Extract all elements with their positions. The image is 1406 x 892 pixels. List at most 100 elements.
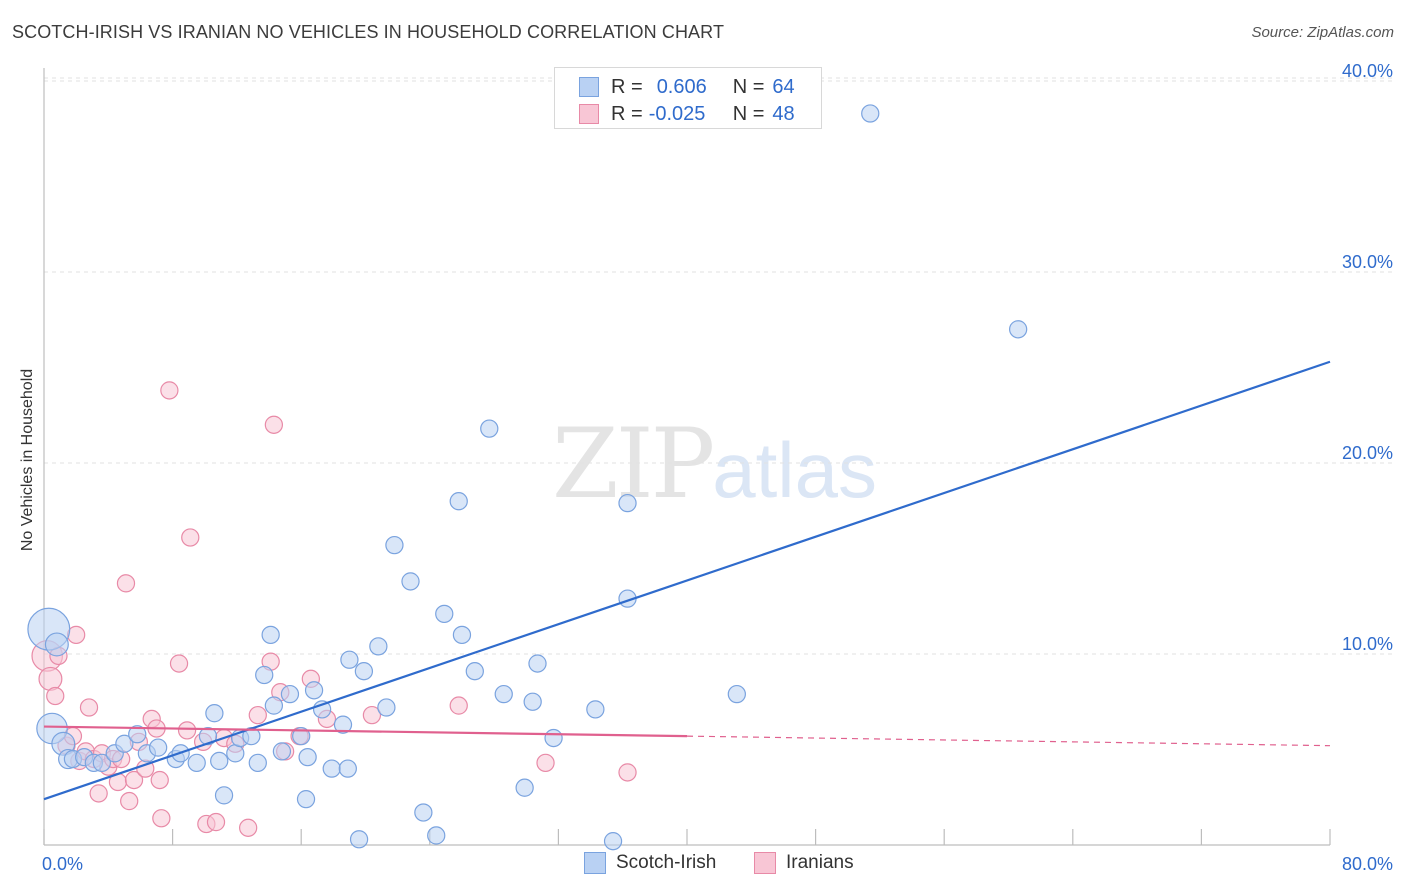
grid-lines (44, 77, 1395, 655)
legend-n-label: N = (732, 102, 765, 125)
scotch-irish-point (264, 696, 284, 715)
legend-n-value: 48 (772, 102, 795, 125)
scotch-irish-point (452, 625, 472, 645)
legend-row-scotch-irish: R = 0.606 N = 64 (579, 75, 795, 99)
scotch-irish-point (523, 692, 542, 711)
iranians-trend-line-dashed (686, 735, 1331, 747)
iranians-point (120, 791, 139, 811)
scotch-irish-point (414, 803, 433, 822)
bottom-legend-label: Scotch-Irish (616, 852, 717, 873)
iranians-point (181, 528, 200, 547)
scotch-irish-point (322, 759, 341, 778)
iranians-point (248, 705, 267, 725)
source-label: Source: ZipAtlas.com (1251, 24, 1394, 41)
tick-labels: 10.0% 20.0% 30.0% 40.0% 0.0% 80.0% (42, 61, 1393, 874)
iranians-point (177, 721, 197, 740)
stats-legend: R = 0.606 N = 64 R = -0.025 N = 48 (554, 67, 822, 129)
scotch-irish-point (272, 742, 292, 761)
y-axis-label-wrap: No Vehicles in Household (8, 300, 48, 620)
iranians-point (38, 666, 63, 691)
scotch-irish-point (861, 104, 880, 123)
iranians-trend-line (43, 725, 688, 738)
scotch-irish-point (618, 493, 637, 513)
scotch-irish-point (261, 625, 280, 645)
scotch-irish-point (544, 728, 563, 748)
scotch-irish-point (449, 492, 468, 511)
scotch-irish-point (198, 726, 218, 746)
scotch-irish-point (92, 753, 112, 773)
scotch-irish-point (44, 632, 69, 657)
scotch-irish-point (435, 604, 454, 624)
bottom-legend-label: Iranians (786, 852, 854, 873)
scotch-irish-point (340, 650, 359, 669)
scotch-irish-point (603, 832, 623, 851)
scotch-irish-point (349, 830, 369, 849)
watermark-atlas: atlas (712, 426, 877, 514)
y-tick-label: 20.0% (1342, 443, 1393, 463)
scotch-irish-point (369, 637, 388, 656)
bottom-legend-swatch-blue (584, 852, 606, 874)
scotch-irish-point (377, 698, 396, 717)
iranians-point (79, 698, 99, 717)
iranians-point (116, 574, 136, 593)
legend-r-value: -0.025 (648, 102, 706, 125)
scotch-irish-point (187, 753, 206, 773)
iranians-point (169, 654, 189, 673)
legend-row-iranians: R = -0.025 N = 48 (579, 102, 795, 126)
iranians-point (160, 381, 179, 400)
scotch-irish-point (292, 726, 311, 746)
y-axis-label: No Vehicles in Household (19, 368, 36, 552)
scotch-irish-point (296, 790, 316, 809)
y-tick-label: 40.0% (1342, 61, 1393, 81)
bottom-legend-swatch-pink (754, 852, 776, 874)
legend-r-label: R = (611, 102, 643, 125)
scotch-irish-point (210, 751, 229, 771)
scotch-irish-points (27, 104, 1028, 851)
scotch-irish-point (115, 734, 134, 753)
iranians-point (152, 809, 171, 828)
legend-swatch-pink (579, 104, 599, 124)
y-tick-label: 30.0% (1342, 252, 1393, 272)
scotch-irish-point (280, 684, 300, 704)
scotch-irish-point (494, 684, 513, 704)
scotch-irish-point (586, 700, 605, 719)
scotch-irish-trend-line (43, 360, 1331, 801)
scotch-irish-point (338, 759, 357, 778)
scotch-irish-point (515, 778, 534, 797)
scotch-irish-point (465, 662, 484, 681)
x-tick-label-max: 80.0% (1342, 854, 1393, 874)
scotch-irish-point (304, 681, 324, 700)
iranians-point (536, 753, 555, 773)
scotch-irish-point (333, 715, 353, 734)
scotch-irish-point (401, 572, 420, 591)
scotch-irish-point (385, 535, 404, 555)
iranians-point (239, 818, 258, 837)
chart-title: SCOTCH-IRISH VS IRANIAN NO VEHICLES IN H… (12, 22, 725, 42)
iranians-point (124, 770, 144, 790)
iranians-point (618, 763, 637, 782)
scotch-irish-point (480, 419, 499, 438)
scotch-irish-point (205, 704, 224, 723)
trend-lines (43, 360, 1331, 801)
scotch-irish-point (148, 738, 168, 757)
scotch-irish-point (354, 662, 374, 681)
legend-n-value: 64 (772, 75, 795, 98)
bottom-legend-iranians: Iranians (754, 852, 854, 874)
iranians-point (449, 696, 468, 715)
scotch-irish-point (214, 786, 234, 805)
legend-r-label: R = (611, 75, 643, 98)
scotch-irish-point (255, 665, 274, 685)
scotch-irish-point (727, 684, 746, 704)
scotch-irish-point (226, 744, 245, 763)
iranians-point (89, 784, 108, 803)
scotch-irish-point (427, 826, 446, 845)
bottom-legend-scotch-irish: Scotch-Irish (584, 852, 716, 874)
scotch-irish-point (248, 753, 267, 773)
iranians-point (46, 686, 65, 706)
y-tick-label: 10.0% (1342, 634, 1393, 654)
iranians-point (150, 770, 169, 790)
iranians-point (264, 415, 284, 434)
iranians-point (206, 812, 226, 832)
scotch-irish-point (528, 654, 547, 673)
